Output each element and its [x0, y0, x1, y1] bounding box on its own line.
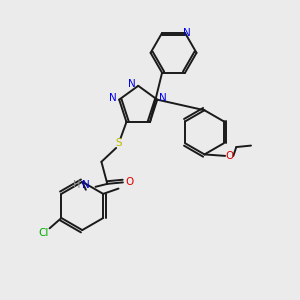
Text: N: N: [82, 180, 90, 190]
Text: O: O: [126, 177, 134, 188]
Text: N: N: [159, 93, 167, 103]
Text: H: H: [73, 180, 81, 190]
Text: O: O: [225, 151, 234, 161]
Text: N: N: [183, 28, 190, 38]
Text: S: S: [116, 138, 122, 148]
Text: Cl: Cl: [38, 228, 48, 238]
Text: N: N: [128, 79, 136, 89]
Text: N: N: [109, 93, 117, 103]
